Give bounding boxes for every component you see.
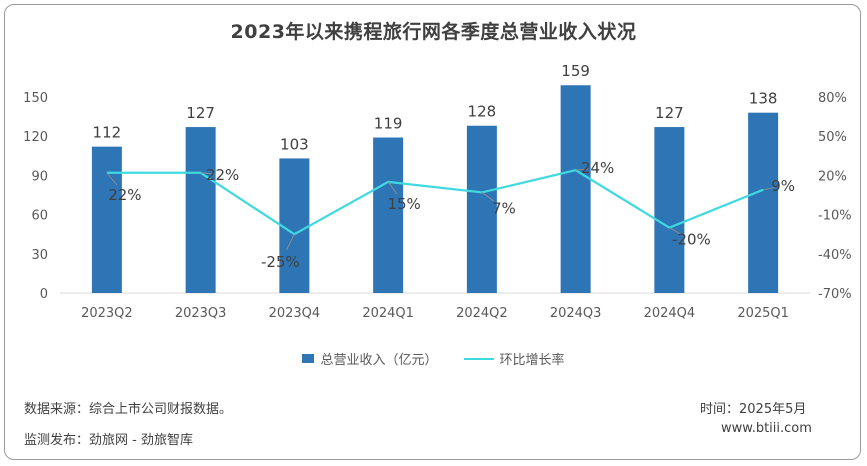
right-tick-label: 20% [818, 169, 847, 184]
right-tick-label: -70% [818, 287, 852, 302]
footer-publisher: 监测发布：劲旅网 - 劲旅智库 [24, 433, 193, 448]
bar [466, 125, 497, 293]
growth-value-label: -25% [261, 253, 300, 271]
bar-value-label: 127 [655, 104, 684, 122]
growth-line [106, 168, 764, 236]
bar [373, 137, 404, 293]
legend: 总营业收入（亿元） 环比增长率 [0, 349, 867, 368]
bar [91, 146, 122, 293]
growth-leader-line [200, 172, 213, 175]
bar-value-label: 127 [186, 104, 215, 122]
bar-series [91, 85, 779, 294]
left-tick-label: 90 [31, 169, 48, 184]
bar-value-label: 128 [468, 103, 497, 121]
bar-value-labels: 112 127 103 119 128 159 127 138 [93, 62, 778, 153]
growth-value-label: 7% [492, 199, 516, 217]
bar [748, 112, 779, 294]
legend-swatch-bar [302, 354, 315, 363]
growth-value-label: 22% [206, 166, 239, 184]
right-axis: -70% -40% -10% 20% 50% 80% [818, 91, 852, 302]
growth-leader-line [387, 181, 398, 195]
growth-value-label: 15% [387, 195, 420, 213]
legend-swatch-line [463, 357, 494, 360]
left-tick-label: 0 [40, 287, 48, 302]
left-tick-label: 150 [23, 91, 48, 106]
bar [185, 127, 216, 293]
growth-leader-line [575, 168, 588, 171]
growth-leader-line [669, 227, 682, 235]
left-tick-label: 60 [31, 209, 48, 224]
footer-time: 时间：2025年5月 [700, 402, 807, 417]
legend-item-revenue: 总营业收入（亿元） [302, 349, 438, 368]
growth-leader-line [481, 191, 495, 202]
right-tick-label: -10% [818, 209, 852, 224]
bar-value-label: 138 [749, 90, 778, 108]
category-label: 2025Q1 [737, 306, 789, 321]
growth-leader-line [763, 187, 775, 191]
growth-value-label: 22% [108, 186, 141, 204]
growth-leader-line [286, 233, 295, 250]
right-tick-label: -40% [818, 248, 852, 263]
right-tick-label: 80% [818, 91, 847, 106]
category-label: 2023Q3 [175, 306, 227, 321]
footer-site: www.btiii.com [721, 421, 812, 436]
left-axis: 0 30 60 90 120 150 [23, 91, 48, 302]
bar-value-label: 159 [561, 62, 590, 80]
line-series: 22% 22% -25% 15% 7% 24% -20% 9% [106, 159, 795, 271]
legend-label-growth: 环比增长率 [499, 353, 565, 368]
category-label: 2023Q2 [81, 306, 133, 321]
left-tick-label: 120 [23, 130, 48, 145]
growth-value-label: 24% [581, 159, 614, 177]
growth-leader-line [106, 172, 118, 186]
bar-value-label: 103 [280, 135, 309, 153]
category-label: 2024Q4 [644, 306, 696, 321]
category-label: 2024Q3 [550, 306, 602, 321]
chart-title: 2023年以来携程旅行网各季度总营业收入状况 [230, 21, 637, 43]
x-axis-labels: 2023Q2 2023Q3 2023Q4 2024Q1 2024Q2 2024Q3 2024… [81, 306, 789, 321]
legend-item-growth: 环比增长率 [463, 349, 565, 368]
growth-value-label: 9% [771, 177, 795, 195]
category-label: 2024Q2 [456, 306, 508, 321]
category-label: 2024Q1 [362, 306, 414, 321]
footer-source: 数据来源：综合上市公司财报数据。 [24, 402, 233, 417]
right-tick-label: 50% [818, 130, 847, 145]
bar [279, 158, 310, 293]
chart-frame [4, 4, 861, 460]
bar-value-label: 112 [93, 124, 122, 142]
bar [654, 127, 685, 293]
bar-value-label: 119 [374, 115, 403, 133]
category-label: 2023Q4 [269, 306, 321, 321]
left-tick-label: 30 [31, 248, 48, 263]
bar [560, 85, 591, 294]
growth-value-label: -20% [672, 231, 711, 249]
legend-label-revenue: 总营业收入（亿元） [320, 353, 438, 368]
